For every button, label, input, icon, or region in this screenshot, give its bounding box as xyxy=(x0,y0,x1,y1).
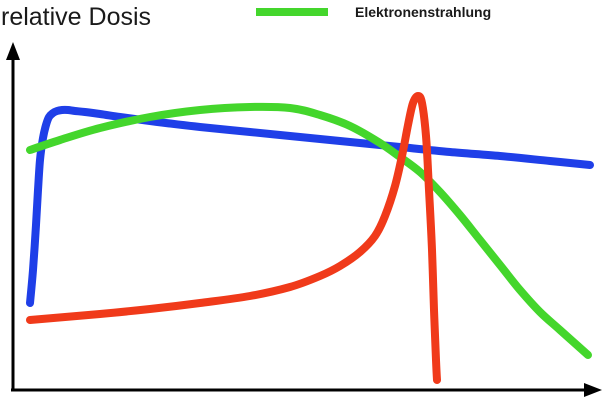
red-curve xyxy=(26,92,441,384)
x-axis-arrowhead xyxy=(584,383,602,397)
green-curve xyxy=(26,102,592,359)
curves-group xyxy=(26,92,594,384)
y-axis-label: relative Dosis xyxy=(1,3,151,31)
blue-curve xyxy=(26,105,594,307)
legend-label: Elektronenstrahlung xyxy=(355,4,491,20)
y-axis-arrowhead xyxy=(6,42,20,60)
